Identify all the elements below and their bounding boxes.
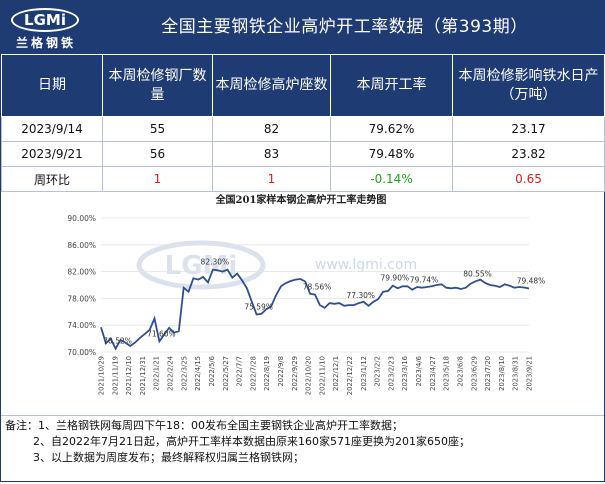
note-line: 3、以上数据为周度发布；最终解释权归属兰格钢铁网；: [1, 450, 604, 466]
note-line: 2、自2022年7月21日起，高炉开工率样本数据由原来160家571座更换为20…: [1, 434, 604, 450]
chart-gridlines: [101, 217, 529, 353]
table-row: 2023/9/21 56 83 79.48% 23.82: [1, 141, 605, 167]
note-text: 3、以上数据为周度发布；最终解释权归属兰格钢铁网；: [33, 451, 304, 464]
y-axis: 70.00% 74.00% 78.00% 82.00% 86.00% 90.00%: [67, 214, 96, 357]
x-tick-label: 2023/4/6: [415, 356, 423, 387]
data-label: 78.56%: [303, 283, 332, 292]
column-header-date: 日期: [1, 54, 103, 117]
column-header-impact: 本周检修影响铁水日产（万吨）: [452, 54, 605, 117]
x-tick-label: 2022/7/28: [249, 356, 257, 391]
x-tick-label: 2023/9/21: [526, 356, 534, 391]
data-label: 70.52%: [103, 337, 132, 346]
column-header-mills: 本周检修钢厂数量: [102, 54, 213, 117]
change-label: 周环比: [1, 166, 103, 192]
x-tick-label: 2022/4/15: [194, 356, 202, 391]
x-tick-label: 2023/5/18: [443, 356, 451, 391]
x-tick-label: 2022/2/24: [167, 356, 175, 391]
y-tick-label: 78.00%: [67, 294, 96, 303]
note-text: 1、兰格钢铁网每周四下午18：00发布全国主要钢铁企业高炉开工率数据；: [38, 419, 403, 432]
trend-chart-svg: LGMi www.lgmi.com 全国201家样本钢企高炉开工率走势图 70.…: [67, 193, 545, 395]
page-title: 全国主要钢铁企业高炉开工率数据（第393期）: [161, 17, 528, 37]
x-tick-label: 2022/8/19: [263, 356, 271, 391]
x-tick-label: 2023/8/10: [498, 356, 506, 391]
column-header-rate: 本周开工率: [330, 54, 453, 117]
logo-chinese-text: 兰格钢铁: [15, 36, 76, 50]
x-tick-label: 2023/4/27: [429, 356, 437, 391]
notes-section: 备注：1、兰格钢铁网每周四下午18：00发布全国主要钢铁企业高炉开工率数据； 2…: [1, 415, 604, 484]
x-tick-label: 2022/11/10: [318, 356, 326, 395]
lgmi-logo: LGMi 兰格钢铁: [7, 6, 85, 50]
cell-rate: 79.48%: [330, 141, 453, 167]
x-tick-label: 2021/11/19: [111, 356, 119, 395]
data-label: 75.59%: [244, 302, 273, 311]
x-tick-label: 2023/8/31: [512, 356, 520, 391]
x-tick-label: 2022/1/21: [153, 356, 161, 391]
table-header-row: 日期 本周检修钢厂数量 本周检修高炉座数 本周开工率 本周检修影响铁水日产（万吨…: [1, 54, 605, 117]
x-tick-label: 2022/7/7: [236, 356, 244, 387]
data-label: 79.48%: [517, 276, 546, 285]
header-bar: LGMi 兰格钢铁 全国主要钢铁企业高炉开工率数据（第393期）: [1, 1, 604, 54]
x-tick-label: 2022/9/29: [291, 356, 299, 391]
cell-date: 2023/9/21: [1, 141, 103, 167]
x-tick-label: 2022/9/8: [277, 356, 285, 387]
x-tick-label: 2023/6/8: [456, 356, 464, 387]
y-tick-label: 70.00%: [67, 348, 96, 357]
series-line-operating-rate: [100, 268, 530, 351]
cell-mills: 55: [102, 116, 213, 142]
y-tick-label: 82.00%: [67, 268, 96, 277]
x-tick-label: 2021/10/29: [98, 356, 106, 395]
x-tick-label: 2023/6/29: [470, 356, 478, 391]
logo-mark: LGMi: [11, 8, 79, 32]
data-label: 80.55%: [463, 269, 492, 278]
cell-furnaces: 82: [212, 116, 331, 142]
watermark-url: www.lgmi.com: [315, 257, 417, 273]
x-tick-label: 2022/12/1: [332, 356, 340, 391]
watermark-logo-text: LGMi: [165, 251, 238, 281]
table-row: 2023/9/14 55 82 79.62% 23.17: [1, 116, 605, 142]
cell-date: 2023/9/14: [1, 116, 103, 142]
y-tick-label: 74.00%: [67, 321, 96, 330]
data-label: 82.30%: [201, 258, 230, 267]
note-line: 备注：1、兰格钢铁网每周四下午18：00发布全国主要钢铁企业高炉开工率数据；: [1, 418, 604, 434]
x-tick-label: 2023/1/12: [360, 356, 368, 391]
x-tick-label: 2023/2/23: [387, 356, 395, 391]
chart-title: 全国201家样本钢企高炉开工率走势图: [215, 193, 387, 206]
x-tick-label: 2022/3/25: [180, 356, 188, 391]
x-tick-label: 2022/10/20: [305, 356, 313, 395]
cell-impact: 23.17: [452, 116, 605, 142]
change-mills: 1: [102, 166, 213, 192]
trend-chart: LGMi www.lgmi.com 全国201家样本钢企高炉开工率走势图 70.…: [1, 187, 604, 415]
x-tick-label: 2022/12/22: [346, 356, 354, 395]
x-tick-label: 2023/2/2: [374, 356, 382, 387]
data-labels: 70.52% 71.60% 82.30% 75.59% 78.56% 77.30% 79.9…: [103, 258, 545, 346]
x-tick-label: 2021/12/10: [125, 356, 133, 395]
cell-impact: 23.82: [452, 141, 605, 167]
data-label: 71.60%: [147, 329, 176, 338]
x-tick-label: 2022/5/27: [222, 356, 230, 391]
data-label: 79.74%: [410, 276, 439, 285]
data-label: 77.30%: [346, 291, 375, 300]
x-tick-label: 2021/12/31: [139, 356, 147, 395]
x-tick-label: 2023/3/16: [401, 356, 409, 391]
change-impact: 0.65: [452, 166, 605, 192]
x-axis: 2021/10/29 2021/11/19 2021/12/10 2021/12/31…: [98, 356, 534, 395]
chart-watermark: LGMi www.lgmi.com: [136, 240, 417, 290]
y-tick-label: 86.00%: [67, 241, 96, 250]
x-tick-label: 2023/7/20: [484, 356, 492, 391]
column-header-furnaces: 本周检修高炉座数: [212, 54, 331, 117]
y-tick-label: 90.00%: [67, 214, 96, 223]
notes-prefix: 备注：: [5, 419, 38, 432]
change-rate: -0.14%: [330, 166, 453, 192]
change-row: 周环比 1 1 -0.14% 0.65: [1, 166, 605, 192]
cell-mills: 56: [102, 141, 213, 167]
data-label: 79.90%: [381, 274, 410, 283]
x-tick-label: 2022/5/6: [208, 356, 216, 387]
data-table: 日期 本周检修钢厂数量 本周检修高炉座数 本周开工率 本周检修影响铁水日产（万吨…: [1, 54, 605, 192]
note-text: 2、自2022年7月21日起，高炉开工率样本数据由原来160家571座更换为20…: [33, 435, 470, 448]
cell-furnaces: 83: [212, 141, 331, 167]
cell-rate: 79.62%: [330, 116, 453, 142]
